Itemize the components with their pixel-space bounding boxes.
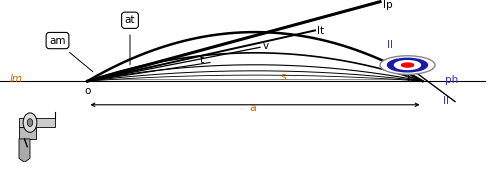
Text: c: c [428, 62, 433, 72]
Text: ll: ll [442, 96, 448, 106]
Circle shape [394, 61, 420, 69]
Circle shape [402, 63, 413, 67]
Text: lp: lp [382, 0, 392, 10]
Circle shape [380, 56, 435, 74]
Text: at: at [125, 15, 135, 25]
Text: lm: lm [10, 74, 23, 84]
Text: v: v [262, 41, 268, 52]
Text: a: a [249, 103, 256, 113]
Text: s: s [280, 72, 285, 82]
Text: o: o [84, 86, 90, 96]
Text: t: t [200, 55, 204, 65]
Text: lt: lt [318, 26, 324, 36]
Text: am: am [49, 35, 66, 46]
Text: ll: ll [388, 40, 394, 50]
Circle shape [388, 58, 428, 72]
Text: ph: ph [445, 75, 458, 85]
